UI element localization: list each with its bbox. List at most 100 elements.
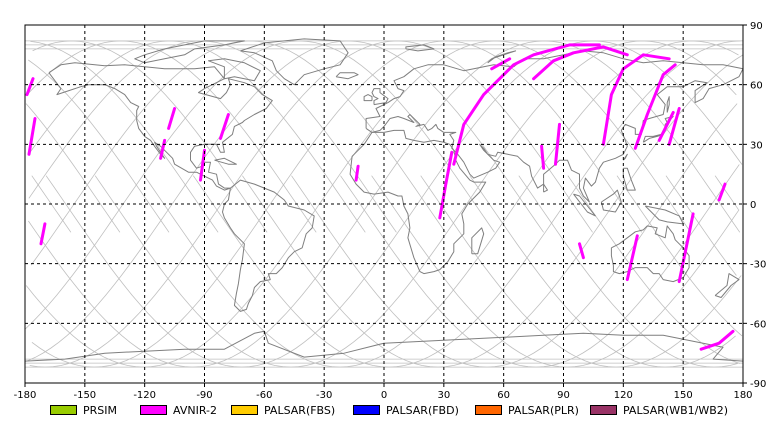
coastline-eurasia: [365, 50, 744, 203]
coastline-borneo: [600, 189, 622, 213]
x-tick-label: -60: [256, 390, 272, 401]
avnir2-segment-asia-arc-2: [532, 45, 629, 81]
y-tick-label: 0: [750, 200, 756, 211]
orbit-track: [25, 40, 495, 330]
avnir2-segment-aleutian: [25, 77, 35, 97]
observation-segments: [25, 43, 735, 351]
y-tick-label: 30: [750, 140, 763, 151]
y-tick-label: 90: [750, 21, 763, 32]
orbit-track: [28, 40, 397, 233]
coastline-uk: [371, 88, 389, 106]
legend-label: PALSAR(WB1/WB2): [623, 403, 729, 417]
avnir2-segment-indonesia: [578, 242, 585, 260]
avnir2-segment-australia-1: [625, 234, 639, 282]
y-tick-label: -60: [750, 319, 766, 330]
legend-swatch: [590, 405, 617, 415]
x-tick-label: -30: [316, 390, 332, 401]
x-tick-label: -90: [196, 390, 212, 401]
avnir2-segment-japan-north: [667, 107, 681, 146]
legend: PRSIM AVNIR-2 PALSAR(FBS) PALSAR(FBD) PALSAR…: [0, 402, 770, 422]
avnir2-segment-india: [540, 144, 546, 170]
coastline-cuba: [214, 157, 237, 165]
avnir2-segment-north-america-1: [167, 107, 177, 130]
avnir2-segment-japan: [657, 111, 675, 142]
coastline-greenland: [240, 38, 349, 86]
coastline-north-america: [48, 62, 273, 191]
avnir2-segment-east-siberia: [490, 57, 512, 71]
x-tick-label: 90: [557, 390, 570, 401]
orbit-track: [25, 103, 121, 233]
coastline-sakhalin: [666, 96, 670, 113]
coastline-arctic-islands: [134, 40, 245, 64]
x-tick-label: -150: [73, 390, 96, 401]
orbit-track: [28, 59, 170, 233]
avnir2-segment-central-america: [199, 148, 206, 182]
legend-item: AVNIR-2: [140, 402, 217, 418]
orbit-track: [469, 175, 736, 368]
y-tick-label: 60: [750, 81, 763, 92]
x-tick-label: 60: [497, 390, 510, 401]
avnir2-segment-west-africa: [354, 164, 360, 182]
map-background: [25, 25, 743, 383]
orbit-track: [31, 40, 643, 368]
legend-label: AVNIR-2: [173, 403, 217, 417]
coastline-baffin: [208, 58, 261, 82]
coastline-iceland: [335, 72, 359, 80]
axis-ticks: -180 -150 -120 -90 -60 -30 0 30 60 90 120 150 180 90 6…: [14, 21, 767, 401]
legend-swatch: [231, 405, 258, 415]
avnir2-segment-hawaii: [39, 222, 47, 246]
orbit-track: [30, 40, 219, 233]
coastline-sri-lanka: [543, 183, 548, 193]
orbit-tracks: [25, 40, 744, 368]
avnir2-segment-central-asia: [554, 122, 561, 166]
avnir2-segment-new-zealand: [699, 329, 735, 351]
x-tick-label: -180: [14, 390, 37, 401]
y-tick-label: -90: [750, 379, 766, 390]
avnir2-segment-australia-2: [677, 212, 695, 284]
orbit-track: [518, 175, 738, 368]
orbit-track: [27, 40, 544, 362]
legend-label: PALSAR(PLR): [508, 403, 579, 417]
orbit-track: [94, 40, 737, 368]
avnir2-segment-asia-arc-1: [452, 43, 601, 166]
x-tick-label: -120: [133, 390, 156, 401]
legend-swatch: [50, 405, 77, 415]
legend-item: PALSAR(FBS): [231, 402, 335, 418]
y-tick-label: -30: [750, 260, 766, 271]
orbit-track: [192, 40, 741, 368]
legend-item: PALSAR(PLR): [475, 402, 579, 418]
orbit-track: [371, 175, 740, 368]
coastline-svalbard: [405, 44, 435, 52]
avnir2-segment-north-america-3: [219, 113, 230, 140]
legend-swatch: [353, 405, 380, 415]
x-tick-label: 150: [674, 390, 693, 401]
avnir2-segment-new-guinea: [717, 182, 727, 202]
coastline-new-zealand: [714, 273, 740, 298]
x-tick-label: 30: [437, 390, 450, 401]
legend-label: PALSAR(FBD): [386, 403, 459, 417]
x-tick-label: 180: [733, 390, 752, 401]
orbit-track: [665, 175, 737, 276]
avnir2-segment-africa: [438, 150, 454, 220]
orbit-track: [45, 40, 743, 368]
orbit-track: [616, 175, 743, 337]
coastline-japan: [642, 116, 674, 143]
coastline-taiwan: [622, 153, 628, 161]
coastline-africa: [349, 129, 487, 275]
coastline-madagascar: [471, 227, 485, 255]
x-tick-label: 120: [614, 390, 633, 401]
coastline-sumatra: [573, 193, 596, 217]
legend-item: PALSAR(WB1/WB2): [590, 402, 728, 418]
coastline-ireland: [363, 94, 373, 102]
coastline-south-america: [222, 179, 315, 312]
avnir2-segment-asia-arc-4: [633, 63, 677, 150]
legend-item: PRSIM: [50, 402, 117, 418]
x-tick-label: 0: [381, 390, 387, 401]
orbit-track: [29, 40, 593, 368]
legend-label: PRSIM: [83, 403, 117, 417]
legend-item: PALSAR(FBD): [353, 402, 459, 418]
orbit-track: [567, 175, 741, 364]
legend-swatch: [475, 405, 502, 415]
avnir2-segment-alaska: [27, 117, 37, 156]
